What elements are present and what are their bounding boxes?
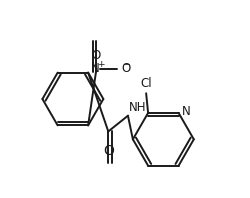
Text: O: O	[92, 49, 101, 62]
Text: O: O	[103, 144, 114, 158]
Text: NH: NH	[129, 101, 146, 114]
Text: Cl: Cl	[140, 77, 152, 90]
Text: +: +	[97, 60, 104, 69]
Text: N: N	[91, 62, 100, 75]
Text: N: N	[182, 105, 190, 118]
Text: −: −	[122, 60, 130, 69]
Text: O: O	[121, 62, 130, 75]
